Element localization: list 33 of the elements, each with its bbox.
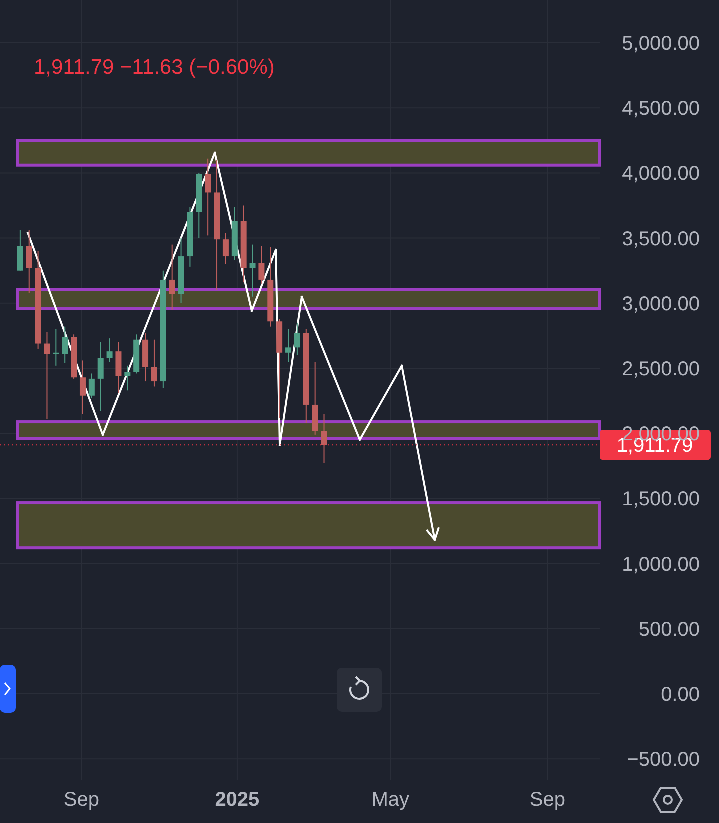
text: 1,911.79 −11.63 (−0.60%) — [34, 56, 275, 79]
x-tick-label: Sep — [530, 789, 566, 811]
candlestick — [80, 360, 86, 415]
candlestick — [44, 332, 50, 420]
candlestick — [205, 158, 212, 236]
y-tick-label: 500.00 — [638, 618, 700, 641]
candlestick — [62, 326, 68, 364]
x-tick-label: 2025 — [215, 789, 260, 811]
candlestick — [294, 322, 300, 356]
y-tick-label: 5,000.00 — [622, 32, 700, 55]
y-tick-label: 0.00 — [661, 684, 700, 706]
y-tick-label: 4,000.00 — [622, 163, 700, 186]
y-tick-label: 3,500.00 — [622, 228, 700, 250]
candlestick — [26, 230, 32, 294]
x-tick-label: May — [372, 789, 410, 811]
candlestick — [169, 244, 176, 310]
y-tick-label: 1,500.00 — [622, 488, 700, 511]
x-tick-label: Sep — [64, 789, 100, 811]
candlestick — [124, 365, 131, 392]
y-tick-label: 2,500.00 — [622, 358, 700, 381]
candlestick — [222, 232, 229, 265]
candlestick — [321, 414, 328, 464]
candlestick — [98, 342, 104, 412]
y-tick-label: −500.00 — [627, 749, 700, 772]
candlestick — [258, 246, 265, 284]
candlestick — [151, 339, 158, 388]
candlestick — [286, 328, 292, 363]
candlestick — [88, 373, 95, 399]
y-tick-label: 4,500.00 — [622, 98, 700, 120]
y-tick-label: 1,000.00 — [622, 554, 700, 576]
y-tick-label: 3,000.00 — [622, 293, 700, 316]
candlestick — [106, 338, 113, 363]
candlestick — [250, 244, 256, 298]
